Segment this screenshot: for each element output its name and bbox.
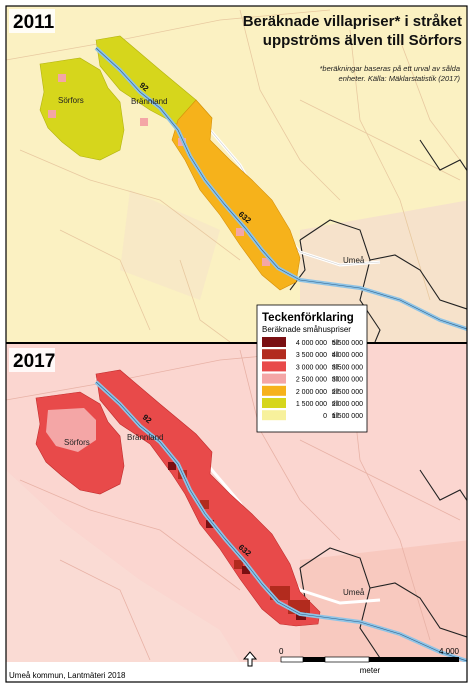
legend-from: 1 500 000 [296,401,327,408]
note-line-2: enheter. Källa: Mäklarstatistik (2017) [339,74,461,83]
legend-sep: till [332,340,339,347]
place-label-sorfors: Sörfors [58,96,84,105]
legend-sep: till [332,352,339,359]
place-label-brannland-2017: Brännland [127,433,163,442]
legend-to: 2 500 000 [332,389,363,396]
legend-from: 0 [323,413,327,420]
credit-text: Umeå kommun, Lantmäteri 2018 [9,671,126,680]
title-line-2: uppströms älven till Sörfors [263,32,462,49]
legend-sep: till [332,389,339,396]
note-line-1: *beräkningar baseras på ett urval av sål… [319,64,460,73]
legend-swatch [262,337,286,347]
scale-unit-label: meter [360,666,381,675]
legend-from: 4 000 000 [296,340,327,347]
legend-to: 3 500 000 [332,364,363,371]
legend-to: 5 500 000 [332,340,363,347]
place-label-brannland: Brännland [131,97,167,106]
scale-end-label: 4 000 [439,647,460,656]
place-label-umea-2017: Umeå [343,588,365,597]
legend-swatch [262,373,286,384]
legend-sep: till [332,364,339,371]
source-note: *beräkningar baseras på ett urval av sål… [319,64,460,83]
legend-swatch [262,410,286,421]
year-label-2011: 2011 [9,9,55,33]
legend-sep: till [332,413,339,420]
map-panel-2017 [6,344,467,662]
legend-from: 2 000 000 [296,389,327,396]
legend-to: 3 000 000 [332,377,363,384]
north-arrow-icon [242,651,258,667]
year-2011-text: 2011 [13,12,55,33]
map-title: Beräknade villapriser* i stråket uppströ… [243,13,462,49]
scale-bar: 0 4 000 meter [279,647,460,675]
legend-to: 1 500 000 [332,413,363,420]
legend-title: Teckenförklaring [262,312,354,324]
legend: Teckenförklaring Beräknade småhuspriser … [256,304,368,433]
legend-swatch [262,398,286,408]
legend-sep: till [332,377,339,384]
legend-from: 2 500 000 [296,377,327,384]
place-label-umea: Umeå [343,256,365,265]
legend-subtitle: Beräknade småhuspriser [262,325,351,334]
place-label-sorfors-2017: Sörfors [64,438,90,447]
legend-sep: till [332,401,339,408]
legend-from: 3 500 000 [296,352,327,359]
legend-swatch [262,385,286,396]
year-label-2017: 2017 [9,348,55,372]
scale-start-label: 0 [279,647,284,656]
legend-swatch [262,361,286,372]
map-panel-2011 [6,6,467,342]
legend-from: 3 000 000 [296,364,327,371]
title-line-1: Beräknade villapriser* i stråket [243,13,462,30]
legend-to: 4 000 000 [332,352,363,359]
legend-to: 2 000 000 [332,401,363,408]
year-2017-text: 2017 [13,351,55,372]
legend-swatch [262,349,286,360]
